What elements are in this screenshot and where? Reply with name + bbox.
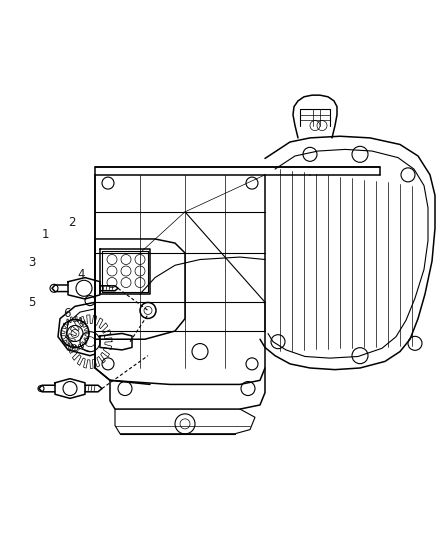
Text: 2: 2 — [68, 216, 76, 229]
Text: 6: 6 — [63, 308, 71, 320]
Text: 5: 5 — [28, 296, 35, 309]
Text: 3: 3 — [28, 256, 35, 270]
Text: 1: 1 — [41, 228, 49, 241]
Text: 4: 4 — [77, 268, 85, 281]
